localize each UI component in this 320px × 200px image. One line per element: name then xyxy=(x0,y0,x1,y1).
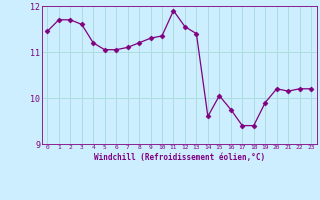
X-axis label: Windchill (Refroidissement éolien,°C): Windchill (Refroidissement éolien,°C) xyxy=(94,153,265,162)
